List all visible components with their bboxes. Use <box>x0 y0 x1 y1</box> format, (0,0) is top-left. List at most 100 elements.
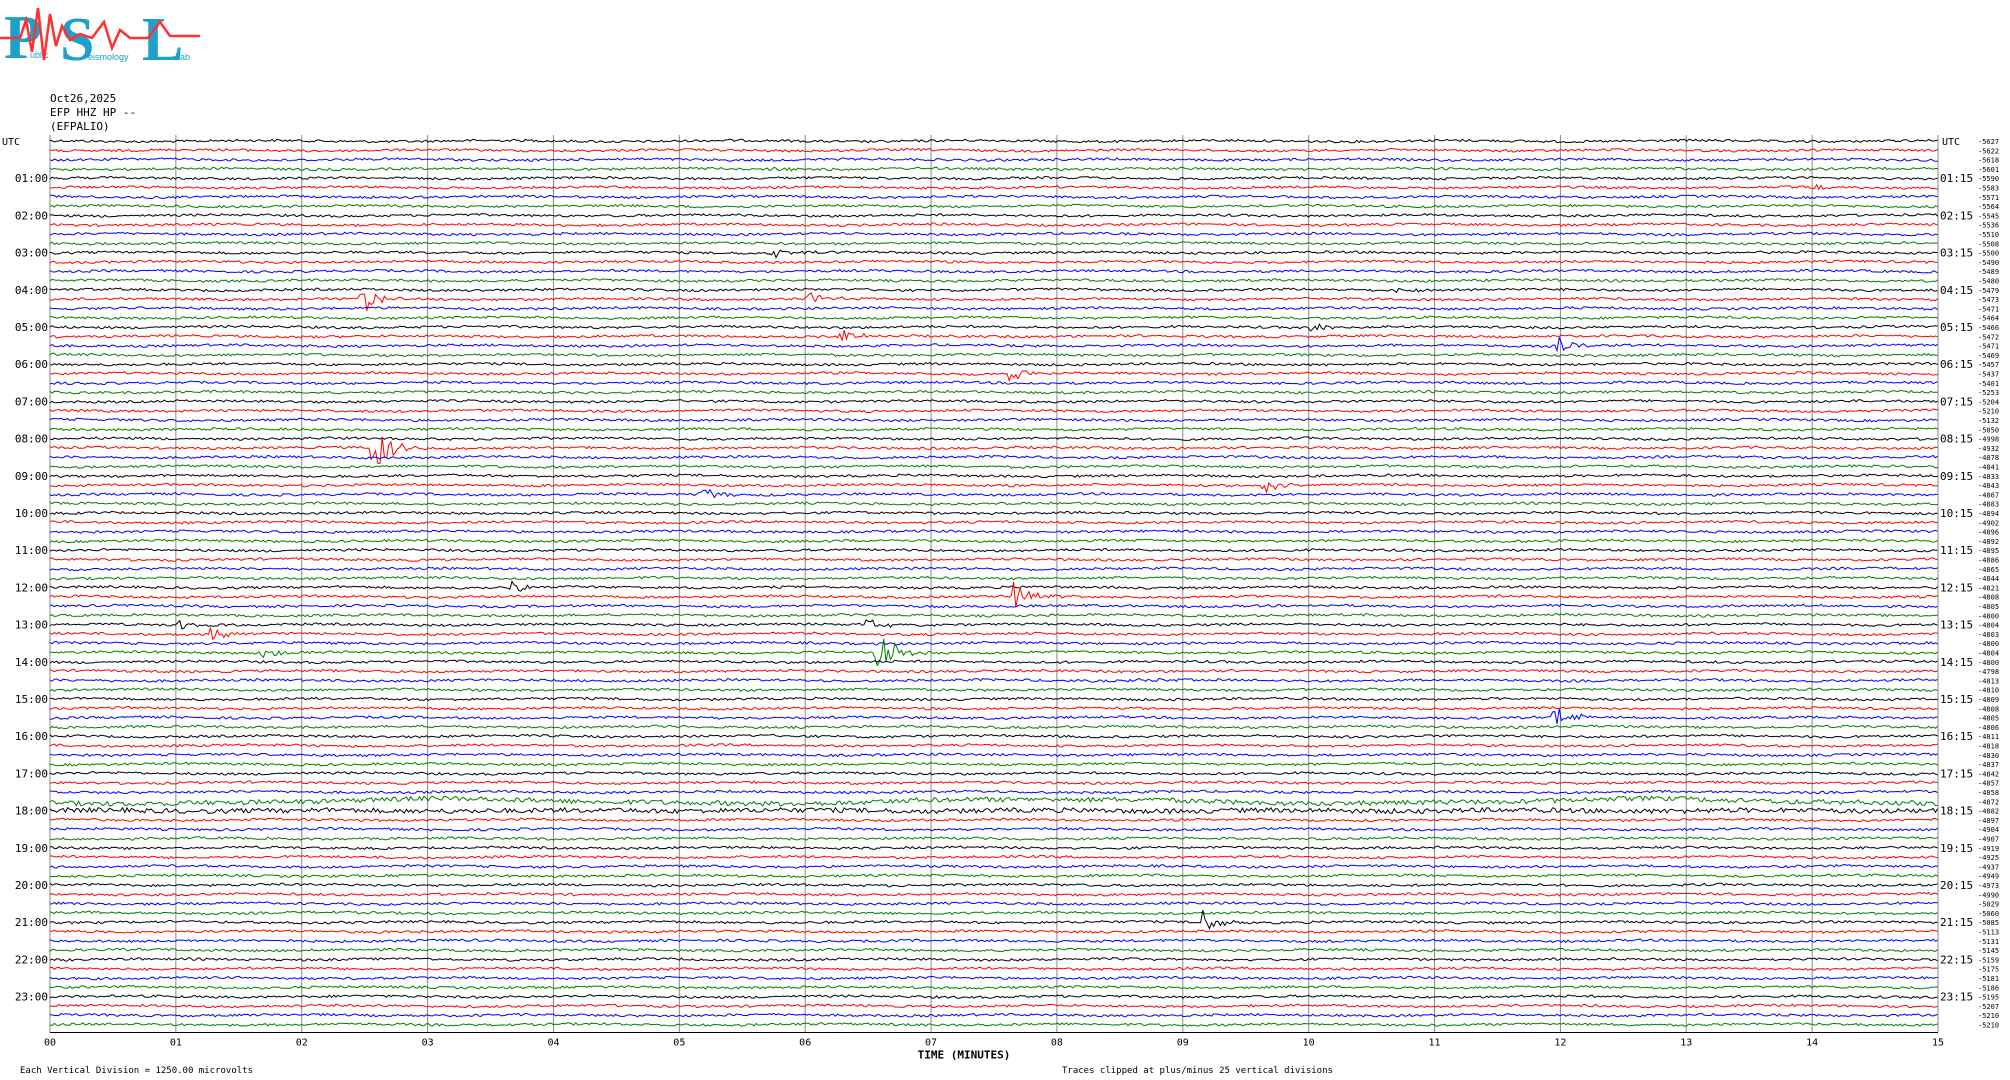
hour-label-right: 06:15 <box>1940 358 1973 371</box>
trace-group <box>49 138 1939 1027</box>
trace-row <box>49 687 1938 693</box>
offset-label: -4821 <box>1978 584 1999 592</box>
offset-label: -5050 <box>1978 426 1999 434</box>
offset-label: -5583 <box>1978 185 1999 193</box>
hour-label-right: 13:15 <box>1940 619 1973 632</box>
trace-row <box>49 752 1938 758</box>
trace-row <box>49 836 1938 841</box>
offset-label: -5029 <box>1978 901 1999 909</box>
trace-row <box>49 910 1938 930</box>
trace-row <box>49 370 1938 383</box>
hour-label-left: 19:00 <box>15 842 48 855</box>
trace-row <box>49 603 1938 609</box>
trace-row <box>49 426 1938 432</box>
hour-label-right: 10:15 <box>1940 507 1973 520</box>
trace-row <box>49 203 1938 209</box>
offset-label: -4809 <box>1978 696 1999 704</box>
trace-row <box>49 380 1938 386</box>
trace-row <box>49 292 1938 311</box>
trace-row <box>49 488 1938 499</box>
trace-row <box>49 473 1938 479</box>
trace-row <box>49 315 1938 321</box>
trace-row <box>49 352 1938 358</box>
x-tick-label: 13 <box>1680 1038 1692 1049</box>
trace-row <box>49 147 1938 153</box>
trace-row <box>49 529 1938 534</box>
trace-row <box>49 417 1938 423</box>
trace-row <box>49 626 1938 641</box>
offset-label: -5627 <box>1978 138 1999 146</box>
hour-label-right: 14:15 <box>1940 656 1973 669</box>
trace-row <box>49 222 1938 228</box>
trace-row <box>49 305 1938 311</box>
offset-label: -4949 <box>1978 873 1999 881</box>
offset-label: -5536 <box>1978 222 1999 230</box>
trace-row <box>49 408 1938 414</box>
offset-label: -5181 <box>1978 975 1999 983</box>
trace-row <box>49 361 1938 367</box>
offset-label: -5490 <box>1978 259 1999 267</box>
trace-row <box>49 705 1938 711</box>
trace-row <box>50 929 1938 934</box>
offset-label: -5480 <box>1978 278 1999 286</box>
trace-row <box>49 957 1938 962</box>
trace-row <box>49 157 1938 163</box>
offset-label: -5145 <box>1978 947 1999 955</box>
offset-label: -5132 <box>1978 417 1999 425</box>
label-group: UTC UTC 01:00 02:00 03:00 04:00 05:00 06:00 07:0… <box>2 137 1999 1062</box>
trace-row <box>49 1012 1938 1018</box>
trace-row <box>50 901 1938 906</box>
hour-label-left: 11:00 <box>15 544 48 557</box>
trace-row <box>49 743 1938 748</box>
x-tick-label: 12 <box>1554 1038 1566 1049</box>
hour-label-left: 18:00 <box>15 805 48 818</box>
utc-label-left: UTC <box>2 137 20 148</box>
scale-note: Each Vertical Division = 1250.00 microvo… <box>20 1066 253 1076</box>
x-tick-label: 00 <box>44 1038 56 1049</box>
trace-row <box>49 175 1938 181</box>
x-tick-label: 09 <box>1177 1038 1189 1049</box>
offset-label: -4886 <box>1978 557 1999 565</box>
trace-row <box>49 984 1938 990</box>
trace-row <box>49 464 1938 469</box>
trace-row <box>49 399 1938 404</box>
offset-label: -5159 <box>1978 956 1999 964</box>
offset-label: -4800 <box>1978 640 1999 648</box>
offset-label: -4895 <box>1978 547 1999 555</box>
hour-label-left: 12:00 <box>15 581 48 594</box>
trace-row <box>49 733 1938 739</box>
offset-label: -4830 <box>1978 752 1999 760</box>
offset-label: -4878 <box>1978 454 1999 462</box>
trace-row <box>49 891 1938 897</box>
hour-label-right: 21:15 <box>1940 916 1973 929</box>
offset-label: -4904 <box>1978 826 1999 834</box>
hour-label-right: 02:15 <box>1940 209 1973 222</box>
hour-label-left: 07:00 <box>15 395 48 408</box>
hour-label-left: 17:00 <box>15 767 48 780</box>
offset-label: -4843 <box>1978 482 1999 490</box>
trace-row <box>49 436 1938 441</box>
trace-row <box>49 854 1938 860</box>
trace-row <box>49 826 1938 832</box>
hour-label-right: 04:15 <box>1940 284 1973 297</box>
offset-label: -4805 <box>1978 715 1999 723</box>
offset-label: -4804 <box>1978 622 1999 630</box>
hour-label-left: 02:00 <box>15 209 48 222</box>
offset-label: -4800 <box>1978 659 1999 667</box>
psl-logo: P S L ublic eismology ab <box>0 4 200 70</box>
trace-row <box>49 335 1938 353</box>
hour-label-left: 09:00 <box>15 470 48 483</box>
offset-label: -5471 <box>1978 343 1999 351</box>
x-tick-label: 07 <box>925 1038 937 1049</box>
trace-row <box>49 668 1938 674</box>
offset-label: -5571 <box>1978 194 1999 202</box>
trace-row <box>49 501 1938 507</box>
hour-label-right: 17:15 <box>1940 767 1973 780</box>
offset-label: -5204 <box>1978 398 1999 406</box>
trace-row <box>49 659 1938 665</box>
offset-label: -5500 <box>1978 250 1999 258</box>
trace-row <box>49 557 1938 562</box>
trace-row <box>49 619 1938 630</box>
x-tick-label: 06 <box>799 1038 811 1049</box>
